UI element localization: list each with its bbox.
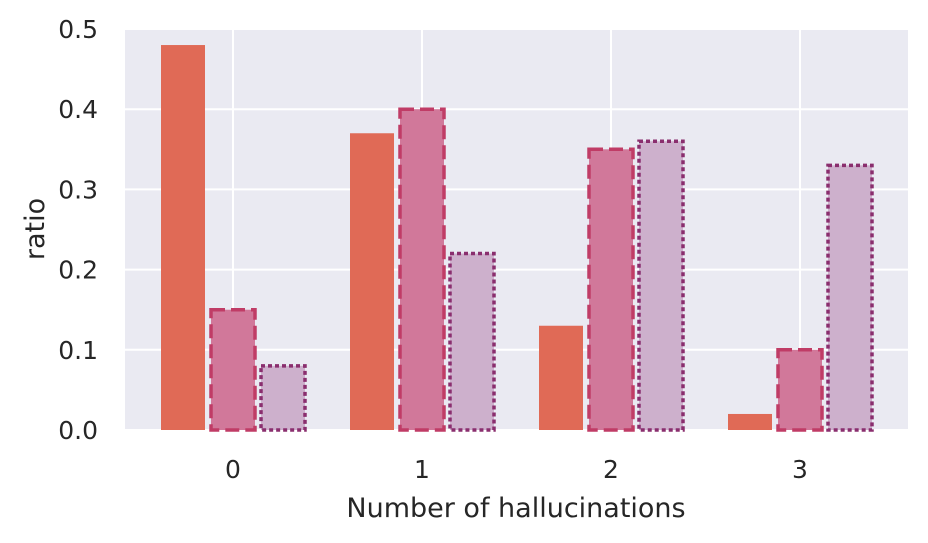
x-tick-label: 1 [414,455,430,484]
bar [826,163,874,432]
x-tick-label: 2 [603,455,619,484]
plot-area [125,29,908,430]
x-tick-label: 3 [792,455,808,484]
bar [209,307,257,432]
y-tick-label: 0.4 [58,95,98,124]
bar [259,364,307,432]
y-tick-label: 0.5 [58,15,98,44]
bar [350,133,394,430]
x-axis-title: Number of hallucinations [346,493,685,524]
y-tick-label: 0.1 [58,336,98,365]
x-tick-labels: 0 1 2 3 [225,455,808,484]
y-tick-label: 0.3 [58,175,98,204]
bar [161,45,205,430]
bar [398,107,446,432]
bar [637,139,685,432]
y-tick-label: 0.2 [58,256,98,285]
bar [728,413,772,430]
y-axis-title: ratio [20,198,51,260]
bars [161,45,874,432]
bar [776,348,824,432]
x-tick-label: 0 [225,455,241,484]
bar [448,251,496,432]
bar [587,147,635,432]
bar [539,325,583,430]
y-tick-label: 0.0 [58,416,98,445]
y-tick-labels: 0.0 0.1 0.2 0.3 0.4 0.5 [58,15,98,445]
